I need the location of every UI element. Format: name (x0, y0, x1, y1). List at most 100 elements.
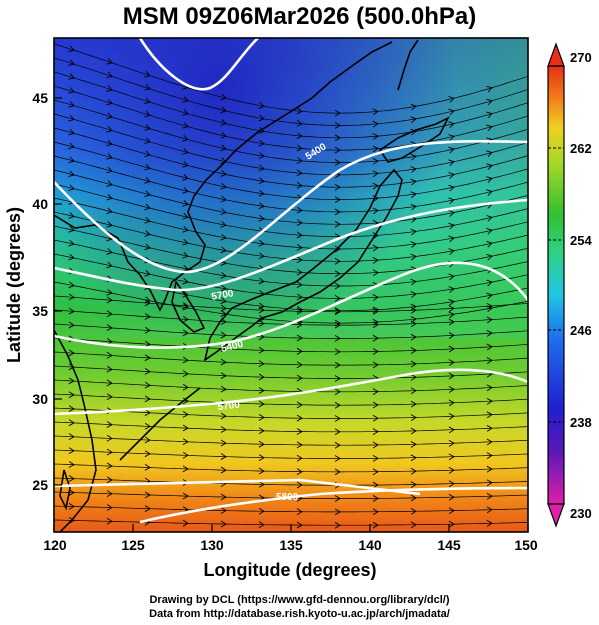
streamline-arrow (410, 454, 417, 462)
streamline-arrow (220, 131, 227, 139)
streamline-arrow (144, 203, 151, 211)
streamline-arrow (68, 405, 75, 413)
streamline-arrow (106, 58, 113, 65)
streamline-arrow (258, 360, 265, 368)
streamline-arrow (410, 241, 417, 248)
colorbar-body (547, 65, 565, 505)
streamline-arrow (68, 87, 75, 94)
streamline-arrow (106, 207, 113, 215)
streamline-arrow (296, 401, 303, 409)
streamline-arrow (68, 239, 75, 247)
colorbar-label: 230 (570, 506, 592, 521)
streamline-arrow (144, 110, 151, 118)
colorbar-label: 254 (570, 233, 592, 248)
contour-label: 5800 (276, 492, 299, 503)
streamline-arrow (220, 182, 227, 190)
streamline-arrow (486, 150, 493, 157)
streamline-arrow (220, 426, 227, 433)
streamline-arrow (144, 177, 151, 184)
streamline-arrow (486, 302, 493, 310)
streamline-arrow (334, 295, 341, 302)
streamline-arrow (410, 347, 417, 354)
streamline-arrow (220, 466, 227, 474)
streamline-arrow (106, 434, 113, 442)
colorbar-ticks (548, 147, 564, 423)
streamline (54, 379, 528, 393)
streamline-arrow (68, 225, 75, 233)
streamline-arrow (182, 238, 189, 246)
streamline-arrow (182, 465, 189, 473)
streamline-arrow (296, 107, 303, 115)
streamline (54, 71, 528, 139)
streamline-arrow (334, 134, 341, 142)
streamline-arrow (296, 268, 303, 276)
streamline-arrow (68, 321, 75, 329)
streamline-arrow (296, 181, 303, 189)
streamline (54, 169, 528, 225)
streamline-arrow (372, 348, 379, 355)
streamline-arrow (410, 333, 417, 341)
streamline-arrow (68, 293, 75, 301)
streamline-arrow (68, 502, 75, 510)
streamline-arrow (144, 70, 151, 78)
streamline-arrow (258, 481, 265, 488)
coastline-taiwan (59, 469, 71, 511)
streamline-arrow (106, 85, 113, 92)
streamline-arrow (448, 210, 455, 217)
streamline-arrow (144, 163, 151, 171)
streamline-arrow (296, 321, 303, 328)
streamline-arrow (106, 71, 113, 79)
streamline-arrow (68, 307, 75, 315)
streamline-arrow (448, 386, 455, 393)
y-axis-title: Latitude (degrees) (4, 207, 24, 363)
coastlines (54, 39, 450, 532)
streamline-arrow (372, 428, 379, 436)
streamline-arrow (334, 196, 341, 203)
streamline-arrow (258, 373, 265, 381)
streamline-arrow (486, 330, 493, 337)
streamline-arrow (144, 491, 151, 499)
streamline-arrow (372, 321, 379, 329)
streamline-arrow (372, 244, 379, 252)
streamline-arrow (144, 505, 151, 512)
streamline-arrow (334, 415, 341, 422)
streamline-arrow (486, 279, 493, 287)
streamline-arrow (144, 464, 151, 471)
streamline-arrow (448, 372, 455, 380)
streamline-arrow (334, 159, 341, 166)
streamline-arrow (144, 296, 151, 304)
streamline-arrow (144, 137, 151, 144)
streamline-arrow (68, 45, 75, 52)
streamline-arrow (68, 128, 75, 136)
streamline-arrow (334, 220, 341, 228)
streamline-arrow (68, 281, 75, 289)
streamline-arrow (182, 122, 189, 129)
streamline-arrow (182, 277, 189, 285)
x-axis-title: Longitude (degrees) (203, 560, 376, 580)
contour-line-3 (54, 198, 528, 292)
streamline-arrow (68, 73, 75, 80)
streamline-arrow (410, 467, 417, 475)
streamline-arrow (372, 308, 379, 315)
streamline-arrow (486, 479, 493, 487)
streamline-arrow (334, 307, 341, 315)
streamline-arrow (448, 466, 455, 474)
streamline-arrow (68, 114, 75, 122)
streamline-arrow (258, 239, 265, 247)
streamline-arrow (144, 436, 151, 444)
streamline-arrow (106, 504, 113, 511)
streamline-arrow (220, 119, 227, 126)
streamline-arrow (372, 468, 379, 476)
streamline-arrow (106, 98, 113, 106)
streamline-arrow (486, 506, 493, 514)
contour-line-2 (54, 139, 528, 274)
streamline-arrow (182, 161, 189, 168)
streamline-arrow (448, 222, 455, 230)
colorbar-min-arrow (547, 503, 565, 528)
streamline-arrow (220, 144, 227, 152)
streamline-arrow (486, 438, 493, 446)
streamline-arrow (144, 340, 151, 348)
streamline-arrow (258, 114, 265, 122)
streamline-arrow (410, 521, 417, 529)
streamline-arrow (144, 450, 151, 458)
